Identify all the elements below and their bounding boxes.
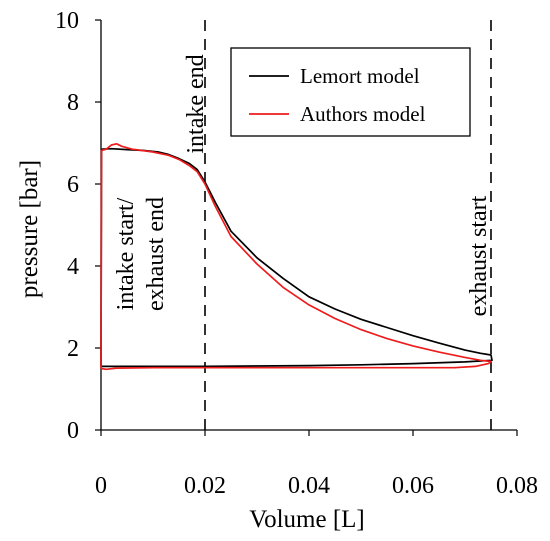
series-line	[100, 147, 493, 368]
x-tick-label: 0	[95, 473, 107, 499]
y-tick-label: 6	[67, 172, 79, 198]
x-tick-label: 0.06	[392, 473, 434, 499]
y-axis-title: pressure [bar]	[16, 160, 43, 298]
annotation: intake end	[183, 54, 209, 153]
y-tick-label: 4	[67, 254, 79, 280]
y-tick-label: 8	[67, 90, 79, 116]
legend-label: Authors model	[300, 102, 426, 126]
x-tick-label: 0.04	[288, 473, 330, 499]
x-tick-label: 0.08	[496, 473, 538, 499]
annotation-line: exhaust start	[466, 195, 492, 316]
x-axis-title: Volume [L]	[249, 506, 365, 533]
legend: Lemort model Authors model	[230, 47, 471, 137]
series-line	[100, 142, 492, 371]
axes: 0 0.02 0.04 0.06 0.08 0 2 4 6 8 10	[55, 8, 538, 499]
legend-box	[230, 47, 471, 137]
annotation: intake start/exhaust end	[113, 197, 169, 311]
annotation: exhaust start	[466, 195, 492, 316]
y-tick-label: 10	[55, 8, 79, 34]
annotation-line: intake start/	[113, 197, 139, 310]
legend-label: Lemort model	[300, 64, 420, 88]
annotations: intake start/exhaust end intake end exhaus…	[113, 54, 492, 316]
annotation-line: intake end	[183, 54, 209, 153]
y-tick-label: 2	[67, 336, 79, 362]
x-tick-label: 0.02	[184, 473, 226, 499]
series-lines	[100, 142, 493, 371]
annotation-line: exhaust end	[143, 197, 169, 311]
y-tick-label: 0	[67, 418, 79, 444]
